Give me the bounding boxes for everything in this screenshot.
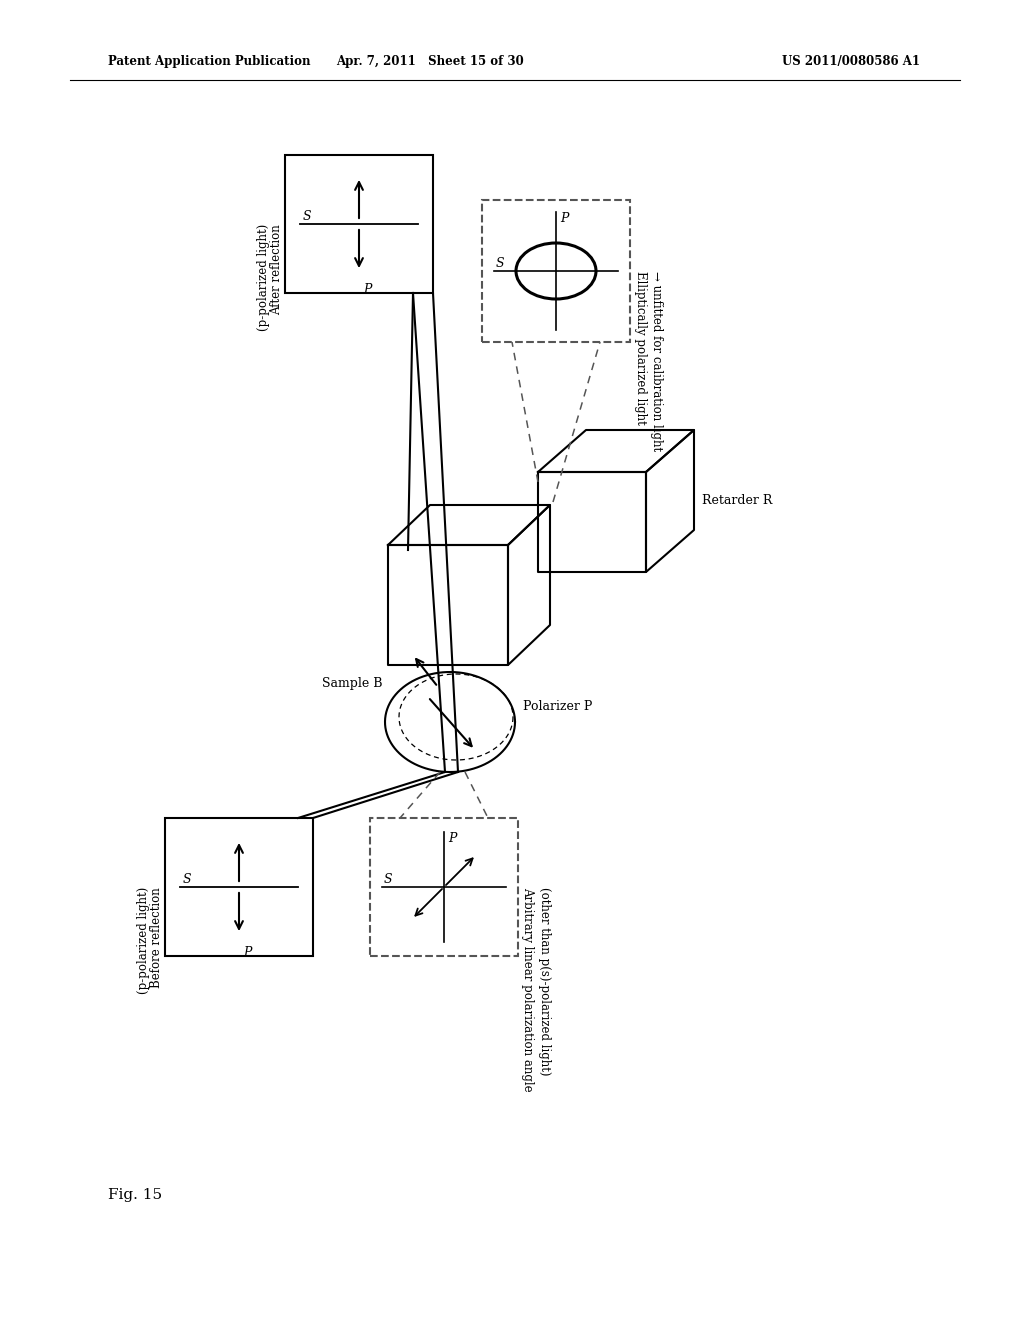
- Text: P: P: [362, 282, 372, 296]
- Text: P: P: [449, 832, 457, 845]
- Text: Arbitrary linear polarization angle: Arbitrary linear polarization angle: [521, 887, 535, 1092]
- Text: S: S: [496, 257, 505, 271]
- Text: S: S: [303, 210, 311, 223]
- Bar: [285, 154, 433, 293]
- Text: Sample B: Sample B: [323, 676, 383, 689]
- Text: (p-polarized light): (p-polarized light): [256, 224, 269, 331]
- Text: Patent Application Publication: Patent Application Publication: [108, 55, 310, 69]
- Text: (other than p(s)-polarized light): (other than p(s)-polarized light): [538, 887, 551, 1076]
- Bar: [165, 818, 313, 956]
- Text: US 2011/0080586 A1: US 2011/0080586 A1: [782, 55, 920, 69]
- Text: S: S: [183, 873, 191, 886]
- Text: S: S: [384, 873, 392, 886]
- Text: Before reflection: Before reflection: [151, 887, 164, 987]
- Text: After reflection: After reflection: [270, 224, 284, 314]
- Text: P: P: [560, 213, 568, 224]
- Text: (p-polarized light): (p-polarized light): [136, 887, 150, 994]
- Text: Fig. 15: Fig. 15: [108, 1188, 162, 1203]
- Text: P: P: [243, 946, 251, 960]
- Text: Retarder R: Retarder R: [702, 495, 772, 507]
- Bar: [370, 818, 518, 956]
- Text: Apr. 7, 2011   Sheet 15 of 30: Apr. 7, 2011 Sheet 15 of 30: [336, 55, 524, 69]
- Text: Polarizer P: Polarizer P: [523, 701, 592, 714]
- Text: → unfitted for calibration light: → unfitted for calibration light: [649, 271, 663, 451]
- Text: Elliptically polarized light: Elliptically polarized light: [634, 271, 646, 425]
- Bar: [482, 201, 630, 342]
